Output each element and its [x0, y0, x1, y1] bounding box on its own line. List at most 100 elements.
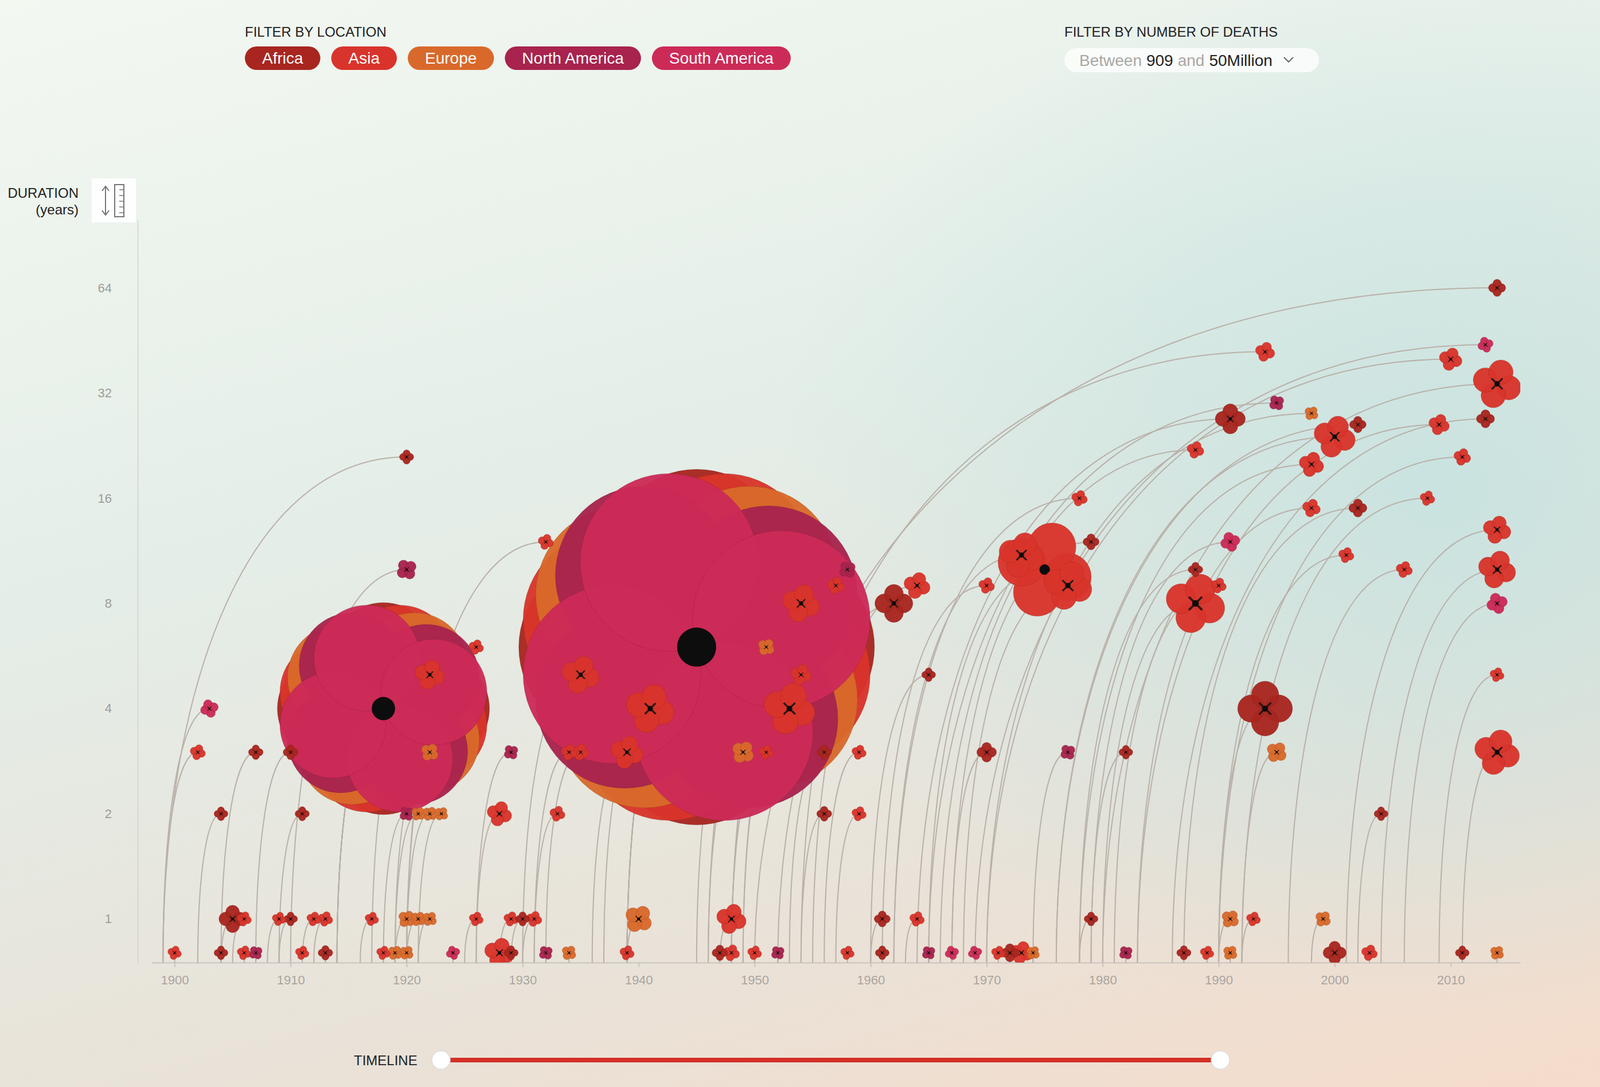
poppy[interactable] [562, 946, 576, 960]
poppy-center[interactable] [1333, 951, 1336, 955]
poppy-center[interactable] [765, 751, 768, 754]
poppy-cross[interactable] [880, 917, 884, 922]
poppy-center[interactable] [1495, 528, 1499, 532]
poppy[interactable] [549, 806, 565, 822]
poppy-cross[interactable] [1483, 416, 1488, 421]
legend-label[interactable]: Africa [262, 49, 304, 68]
poppy[interactable] [1473, 360, 1521, 408]
poppy-center[interactable] [243, 918, 245, 920]
poppy-cross[interactable] [1089, 917, 1093, 921]
poppy-cross[interactable] [173, 951, 177, 955]
poppy-cross[interactable] [1460, 455, 1465, 460]
petal[interactable] [567, 946, 576, 954]
poppy[interactable] [758, 639, 775, 655]
poppy-center[interactable] [786, 705, 793, 712]
poppy-center[interactable] [301, 813, 303, 815]
poppy[interactable] [978, 578, 995, 594]
petal[interactable] [715, 945, 724, 954]
poppy-cross[interactable] [451, 951, 455, 955]
petal[interactable] [404, 946, 412, 954]
poppy-center[interactable] [985, 584, 988, 587]
poppy-center[interactable] [1206, 951, 1208, 954]
poppy[interactable] [435, 808, 448, 821]
poppy[interactable] [423, 912, 437, 926]
poppy-center[interactable] [823, 813, 826, 815]
poppy[interactable] [504, 946, 519, 961]
poppy[interactable] [1419, 490, 1435, 506]
poppy-center[interactable] [1019, 552, 1025, 558]
poppy-cross[interactable] [370, 917, 374, 921]
petal[interactable] [510, 746, 518, 755]
poppy-center[interactable] [428, 673, 432, 677]
poppy[interactable] [1255, 342, 1275, 362]
poppy-center[interactable] [220, 951, 222, 954]
petal[interactable] [1087, 533, 1096, 542]
poppy-cross[interactable] [1356, 422, 1360, 427]
poppy-center[interactable] [626, 951, 628, 954]
poppy-center[interactable] [1228, 540, 1232, 544]
poppy-cross[interactable] [729, 951, 733, 955]
poppy-cross[interactable] [1495, 601, 1500, 606]
poppy-center[interactable] [1496, 286, 1498, 289]
poppy-cross[interactable] [1228, 916, 1233, 922]
poppy[interactable] [561, 744, 577, 760]
poppy[interactable] [1176, 946, 1192, 961]
petal[interactable] [321, 945, 330, 954]
poppy-center[interactable] [800, 673, 803, 677]
poppy[interactable] [1429, 414, 1450, 436]
poppy-center[interactable] [730, 917, 734, 922]
poppy-center[interactable] [647, 705, 653, 712]
legend-item[interactable]: Africa [244, 46, 321, 70]
poppy[interactable] [272, 912, 287, 927]
petal[interactable] [439, 808, 447, 815]
poppy-cross[interactable] [289, 917, 292, 921]
poppy-center[interactable] [891, 601, 896, 606]
petal[interactable] [1031, 946, 1039, 954]
petal[interactable] [1495, 946, 1503, 954]
poppy-cross[interactable] [717, 951, 722, 955]
poppy-cross[interactable] [555, 812, 560, 816]
poppy-cross[interactable] [567, 951, 571, 955]
poppy[interactable] [423, 807, 437, 821]
poppy[interactable] [190, 744, 206, 760]
petal[interactable] [927, 947, 935, 955]
poppy[interactable] [816, 806, 832, 822]
poppy-cross[interactable] [1258, 702, 1271, 715]
poppy[interactable] [945, 946, 959, 960]
poppy[interactable] [873, 911, 891, 928]
poppy-center[interactable] [568, 751, 571, 754]
poppy[interactable] [922, 946, 935, 960]
poppy[interactable] [991, 946, 1006, 960]
poppy-center[interactable] [371, 697, 396, 721]
poppy-cross[interactable] [1066, 750, 1070, 755]
poppy[interactable] [1483, 516, 1512, 544]
poppy[interactable] [904, 572, 931, 599]
poppy-center[interactable] [1275, 402, 1278, 404]
poppy-cross[interactable] [1188, 596, 1203, 611]
petal[interactable] [1309, 407, 1317, 415]
poppy-cross[interactable] [857, 750, 861, 755]
poppy[interactable] [852, 745, 867, 760]
poppy-center[interactable] [497, 951, 502, 955]
poppy-center[interactable] [915, 584, 919, 588]
poppy[interactable] [1489, 668, 1504, 682]
poppy[interactable] [283, 744, 299, 760]
poppy[interactable] [1488, 279, 1506, 297]
poppy-cross[interactable] [242, 917, 247, 922]
poppy-cross[interactable] [509, 951, 513, 955]
poppy-cross[interactable] [1228, 539, 1233, 545]
poppy-center[interactable] [974, 951, 977, 954]
legend-item[interactable]: North America [504, 46, 641, 70]
poppy-cross[interactable] [404, 567, 409, 572]
poppy-cross[interactable] [521, 917, 525, 921]
poppy-cross[interactable] [625, 951, 630, 955]
poppy[interactable] [839, 562, 856, 578]
poppy-cross[interactable] [915, 917, 919, 922]
poppy-center[interactable] [1192, 600, 1199, 607]
poppy-cross[interactable] [996, 951, 1000, 955]
poppy[interactable] [1455, 946, 1470, 960]
petal[interactable] [1353, 416, 1363, 425]
poppy[interactable] [771, 946, 784, 960]
poppy[interactable] [1119, 946, 1133, 960]
poppy[interactable] [469, 912, 483, 927]
